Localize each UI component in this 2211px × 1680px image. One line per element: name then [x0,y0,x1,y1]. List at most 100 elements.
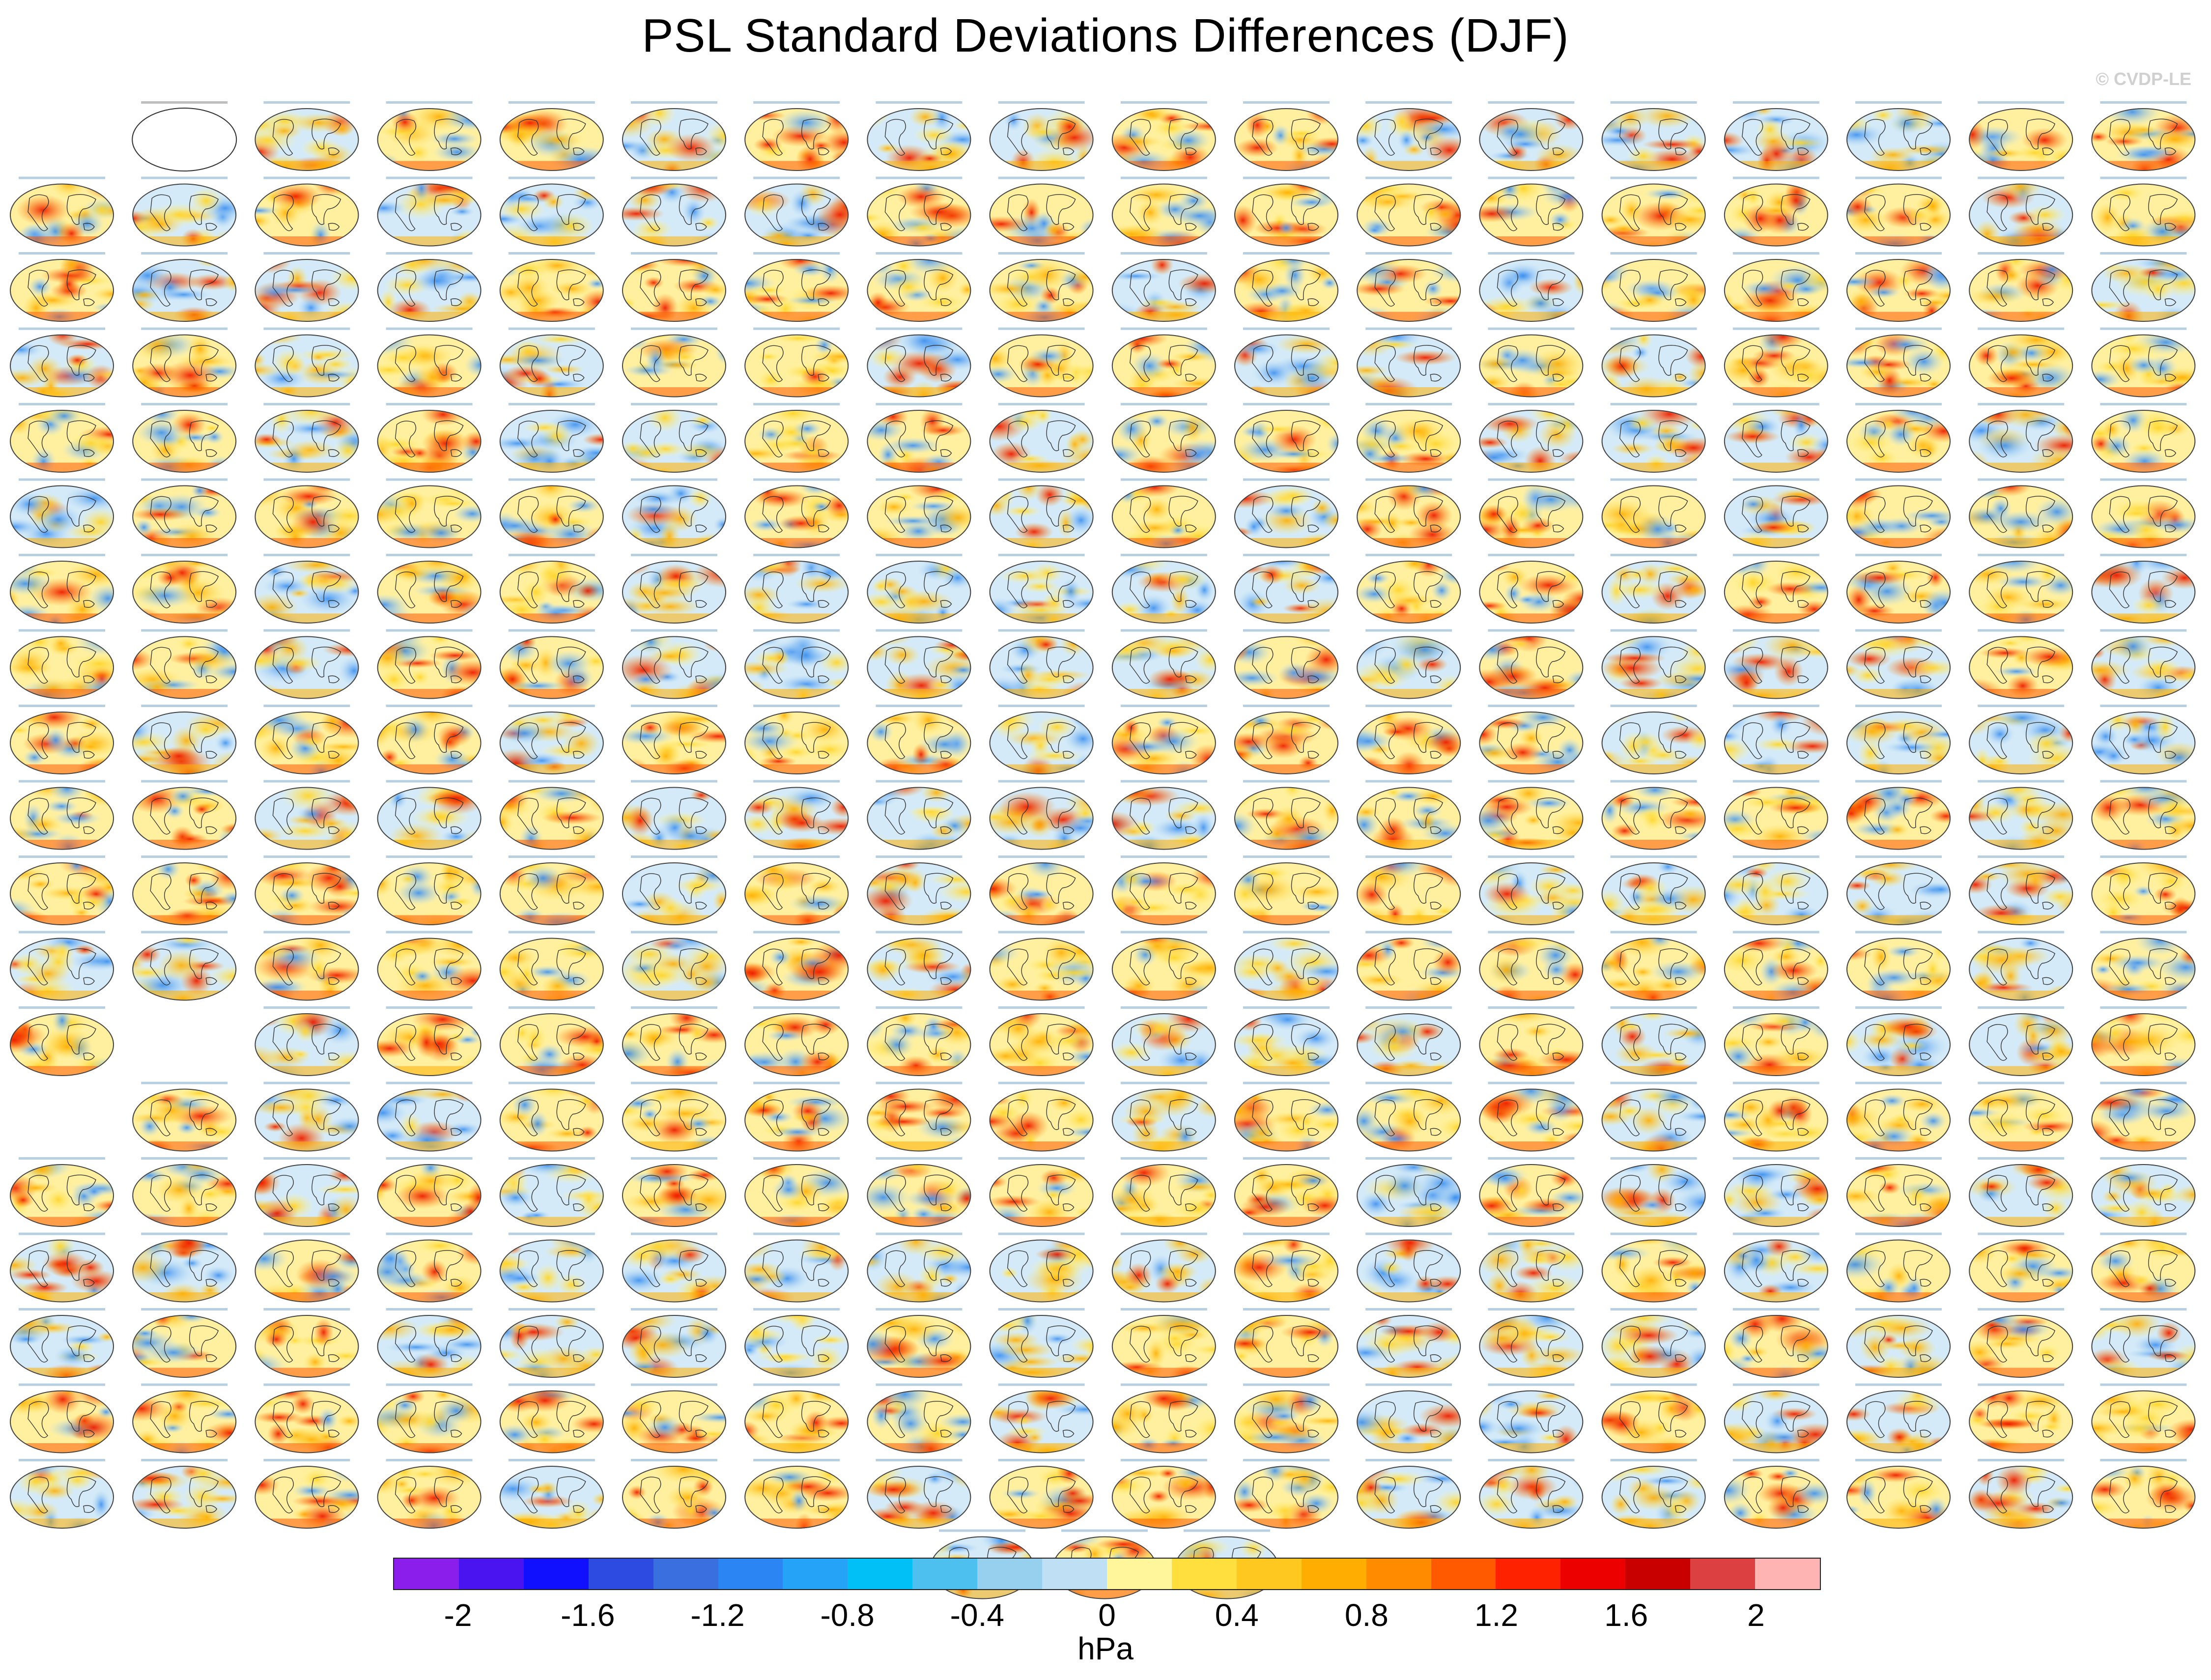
map-panel [2091,1157,2196,1227]
panel-caption [2100,1459,2187,1461]
map-panel [744,554,849,624]
panel-caption [2100,629,2187,632]
map-panel [1846,1383,1951,1453]
panel-caption [998,252,1085,255]
map-panel [499,1157,604,1227]
map-panel [2091,1308,2196,1378]
panel-caption [19,252,105,255]
map-panel [1969,403,2073,473]
colorbar-tick-label: 0.4 [1215,1597,1259,1633]
map-panel [132,403,237,473]
panel-caption [631,780,717,783]
map-panel [377,403,482,473]
panel-caption [1488,1082,1575,1084]
panel-caption [1243,554,1330,556]
map-panel [1601,629,1706,699]
panel-caption [876,780,963,783]
map-panel [867,780,971,850]
panel-caption [876,1383,963,1386]
panel-caption [263,1459,350,1461]
colorbar-units: hPa [1077,1631,1134,1666]
panel-caption [1610,931,1697,934]
panel-caption [1365,101,1452,104]
panel-caption [876,101,963,104]
panel-caption [508,1383,595,1386]
panel-caption [141,931,228,934]
map-panel [1234,1157,1338,1227]
map-panel [1601,1383,1706,1453]
panel-caption [876,1006,963,1009]
panel-caption [1610,554,1697,556]
panel-caption [386,554,473,556]
panel-caption [386,931,473,934]
map-panel [1479,478,1584,548]
map-panel [1111,705,1216,774]
panel-caption [1365,1082,1452,1084]
map-panel [622,931,726,1001]
panel-caption [1365,855,1452,858]
map-panel [744,1308,849,1378]
panel-caption [631,855,717,858]
map-panel [377,252,482,322]
map-panel [499,252,604,322]
map-panel [1111,327,1216,398]
map-panel [255,252,359,322]
panel-caption [753,478,840,481]
map-panel [1479,780,1584,850]
panel-caption [2100,1006,2187,1009]
panel-caption [1855,1232,1942,1235]
map-panel [255,629,359,699]
panel-caption [1610,101,1697,104]
panel-caption [1488,1383,1575,1386]
colorbar-segment [1755,1559,1820,1589]
map-panel [2091,252,2196,322]
panel-caption [2100,327,2187,330]
panel-caption [1243,1308,1330,1310]
map-panel [377,855,482,925]
map-panel [1846,1082,1951,1152]
panel-caption [1120,1383,1207,1386]
map-panel [1724,403,1828,473]
panel-caption [1488,176,1575,179]
panel-caption [1120,705,1207,707]
panel-caption [1488,780,1575,783]
panel-caption [998,1383,1085,1386]
map-panel [1234,1006,1338,1076]
map-panel [867,855,971,925]
panel-caption [19,1383,105,1386]
map-panel [1969,1082,2073,1152]
map-panel [1846,478,1951,548]
panel-caption [1732,101,1819,104]
map-panel [1234,478,1338,548]
map-panel [1969,931,2073,1001]
colorbar-tick-label: -1.2 [690,1597,745,1633]
colorbar-segment [1431,1559,1496,1589]
map-panel [377,176,482,247]
panel-caption [1243,931,1330,934]
map-panel [132,1383,237,1453]
panel-caption [1610,1383,1697,1386]
reference-map [132,108,237,171]
map-panel [1111,1006,1216,1076]
map-panel [744,478,849,548]
map-panel [744,252,849,322]
map-panel [867,1006,971,1076]
map-panel [1111,252,1216,322]
panel-caption [1855,403,1942,405]
map-panel [989,1157,1094,1227]
panel-caption [1365,327,1452,330]
panel-caption [631,101,717,104]
map-panel [1357,780,1461,850]
map-panel [10,1383,114,1453]
map-panel [1357,629,1461,699]
map-panel [1969,1383,2073,1453]
panel-caption [1488,101,1575,104]
panel-caption [753,403,840,405]
map-panel [1479,1006,1584,1076]
colorbar-tick-label: 0.8 [1344,1597,1389,1633]
panel-caption [1120,478,1207,481]
panel-caption [998,629,1085,632]
panel-caption [631,1232,717,1235]
colorbar [393,1558,1821,1590]
map-panel [10,478,114,548]
